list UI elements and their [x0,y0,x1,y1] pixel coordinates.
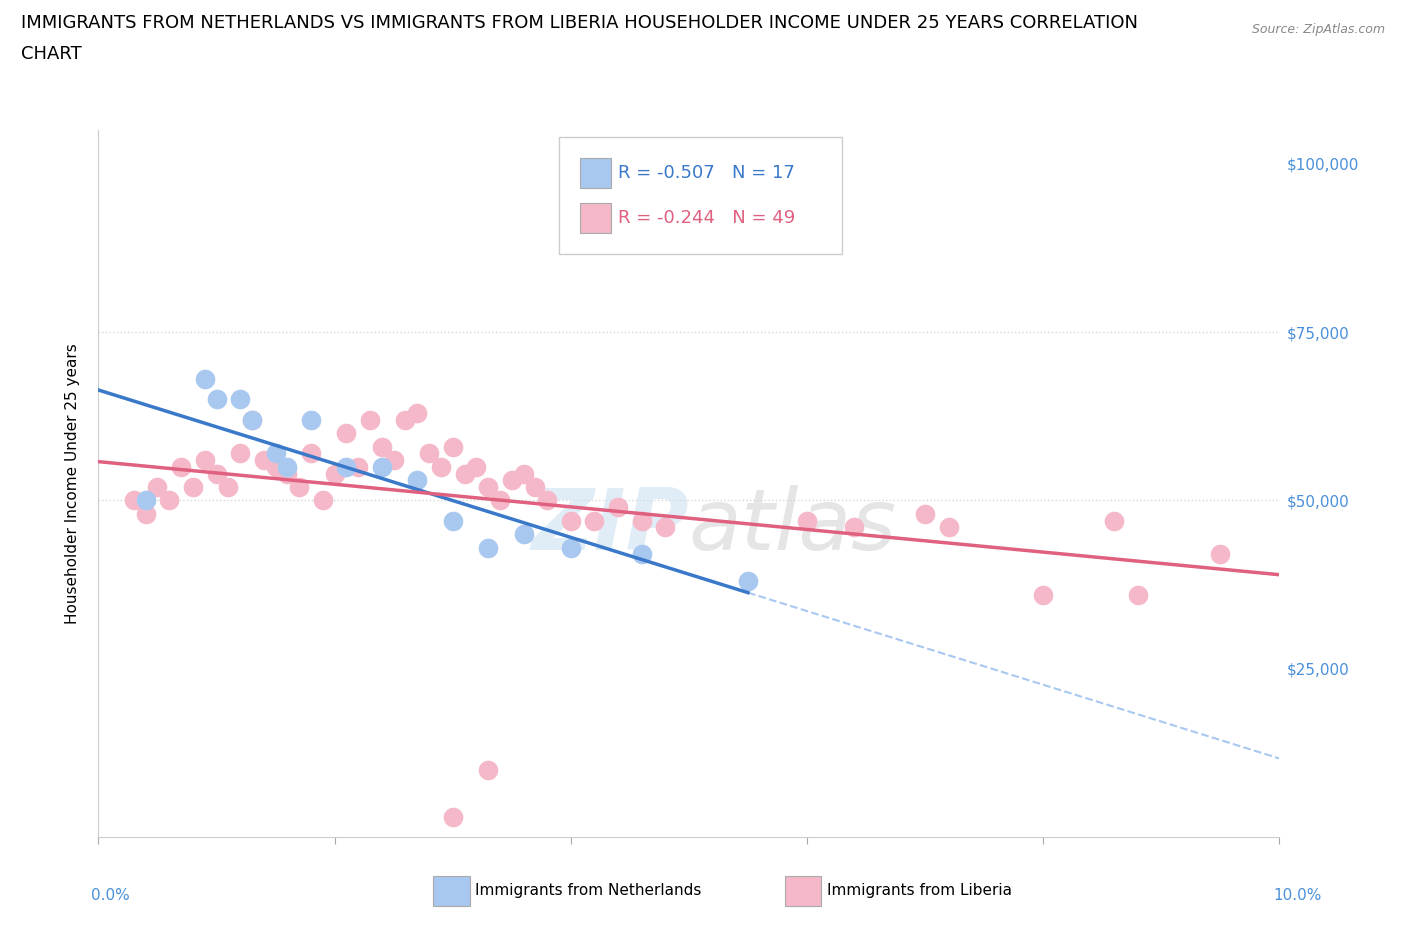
Point [654,520,676,535]
FancyBboxPatch shape [560,138,842,254]
Text: 10.0%: 10.0% [1274,888,1322,903]
Point [371,439,394,454]
FancyBboxPatch shape [581,158,612,188]
Point [264,459,287,474]
Point [146,480,169,495]
Point [335,426,357,441]
Point [157,493,180,508]
Point [194,453,217,468]
Point [335,459,357,474]
Point [453,466,475,481]
Point [914,507,936,522]
Text: CHART: CHART [21,45,82,62]
Point [406,405,429,420]
Point [217,480,239,495]
Point [264,445,287,460]
Point [299,412,322,427]
Point [441,809,464,824]
Text: 0.0%: 0.0% [91,888,131,903]
Point [276,466,298,481]
Text: Immigrants from Liberia: Immigrants from Liberia [827,884,1012,898]
Point [229,392,252,407]
Point [607,499,630,514]
Point [524,480,547,495]
Point [240,412,263,427]
Text: R = -0.507   N = 17: R = -0.507 N = 17 [619,165,794,182]
Point [205,466,228,481]
Point [1126,587,1149,602]
Point [630,547,652,562]
Point [323,466,346,481]
Point [465,459,488,474]
Point [170,459,193,474]
Point [359,412,381,427]
Point [1209,547,1232,562]
Point [299,445,322,460]
Point [394,412,416,427]
Point [477,540,499,555]
Point [477,480,499,495]
Point [489,493,512,508]
Point [406,472,429,487]
Point [441,439,464,454]
Text: ZIP: ZIP [531,485,689,567]
Point [371,459,394,474]
Point [240,412,263,427]
Point [418,445,440,460]
Point [441,513,464,528]
Point [844,520,866,535]
Point [1032,587,1054,602]
Text: Source: ZipAtlas.com: Source: ZipAtlas.com [1251,23,1385,36]
Point [583,513,606,528]
Point [347,459,370,474]
Point [229,445,252,460]
Point [135,493,157,508]
Y-axis label: Householder Income Under 25 years: Householder Income Under 25 years [65,343,80,624]
Text: IMMIGRANTS FROM NETHERLANDS VS IMMIGRANTS FROM LIBERIA HOUSEHOLDER INCOME UNDER : IMMIGRANTS FROM NETHERLANDS VS IMMIGRANT… [21,14,1137,32]
Point [122,493,145,508]
Point [796,513,818,528]
Point [560,540,582,555]
Point [938,520,960,535]
Point [288,480,311,495]
Point [560,513,582,528]
Point [181,480,204,495]
Point [430,459,453,474]
FancyBboxPatch shape [581,203,612,232]
Point [312,493,335,508]
Point [501,472,523,487]
Point [536,493,558,508]
Point [135,507,157,522]
Point [1102,513,1125,528]
Point [382,453,405,468]
Point [194,372,217,387]
Point [253,453,276,468]
Point [630,513,652,528]
Text: Immigrants from Netherlands: Immigrants from Netherlands [475,884,702,898]
Point [512,466,534,481]
Point [512,526,534,541]
Point [205,392,228,407]
Point [477,763,499,777]
Text: R = -0.244   N = 49: R = -0.244 N = 49 [619,209,796,227]
Text: atlas: atlas [689,485,897,567]
Point [276,459,298,474]
Point [737,574,759,589]
